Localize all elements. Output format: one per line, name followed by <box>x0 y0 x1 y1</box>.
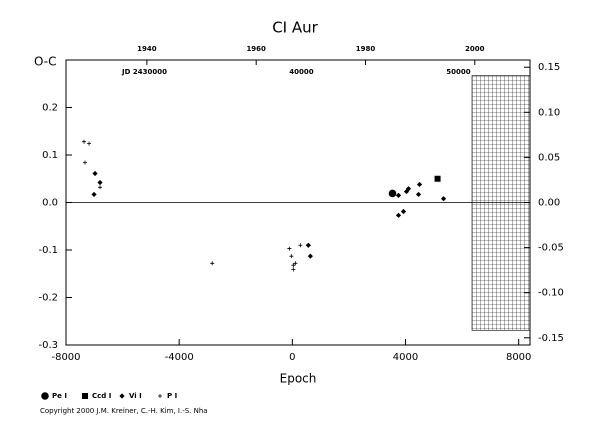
point <box>434 175 441 182</box>
point <box>289 254 294 259</box>
legend-label: P I <box>167 392 177 400</box>
y2-tick-label: 0.00 <box>538 198 560 209</box>
point <box>210 261 215 266</box>
point <box>415 191 422 198</box>
x2-tick-label: 1980 <box>356 45 376 53</box>
point <box>395 192 402 198</box>
legend-marker <box>119 393 125 399</box>
x2-tick-label: 2000 <box>465 45 485 53</box>
point <box>298 243 303 248</box>
x2-tick-label: 1940 <box>137 45 157 53</box>
legend-marker <box>158 394 162 398</box>
x-tick-label: 8000 <box>506 352 531 363</box>
y-tick-label: 0.1 <box>42 150 58 161</box>
y2-tick-label: 0.15 <box>538 62 560 73</box>
point <box>307 253 313 259</box>
hatched-region <box>471 75 531 331</box>
legend-label: Pe I <box>52 392 67 400</box>
x2-tick-label: 1960 <box>246 45 266 53</box>
jd-tick-label: 40000 <box>289 68 313 76</box>
point <box>82 139 87 144</box>
y2-tick-label: -0.05 <box>538 243 564 254</box>
legend-label: Ccd I <box>92 392 111 400</box>
y-tick-label: 0.2 <box>42 103 58 114</box>
legend-marker <box>82 393 88 399</box>
legend-label: Vi I <box>129 392 142 400</box>
point <box>440 196 447 202</box>
point <box>405 186 412 192</box>
jd-tick-label: JD 2430000 <box>121 68 167 76</box>
point <box>97 179 103 186</box>
point <box>287 246 292 251</box>
x-tick-label: -4000 <box>165 352 194 363</box>
point <box>87 141 92 146</box>
point <box>291 267 296 272</box>
x-tick-label: 0 <box>289 352 295 363</box>
point <box>416 181 423 188</box>
y2-tick-label: 0.10 <box>538 107 560 118</box>
footnote: Copyright 2000 J.M. Kreiner, C.-H. Kim, … <box>40 407 208 415</box>
chart-title: CI Aur <box>272 19 318 37</box>
x-axis-label: Epoch <box>280 372 317 386</box>
y-axis-label: O-C <box>34 55 57 69</box>
legend-marker <box>41 392 49 400</box>
point <box>388 189 397 198</box>
y2-tick-label: -0.10 <box>538 288 564 299</box>
point <box>293 261 298 266</box>
y-tick-label: -0.3 <box>38 340 58 351</box>
point <box>400 208 407 215</box>
y2-tick-label: 0.05 <box>538 152 560 163</box>
point <box>92 170 98 177</box>
point <box>291 263 296 268</box>
jd-tick-label: 50000 <box>446 68 470 76</box>
x-tick-label: -8000 <box>51 352 80 363</box>
point <box>91 191 97 198</box>
y-tick-label: -0.2 <box>38 293 58 304</box>
point <box>98 185 103 190</box>
y-tick-label: 0.0 <box>42 198 58 209</box>
x-tick-label: 4000 <box>393 352 418 363</box>
point <box>83 160 88 165</box>
point <box>305 242 311 248</box>
y2-tick-label: -0.15 <box>538 333 564 344</box>
y-tick-label: -0.1 <box>38 245 58 256</box>
point <box>395 212 402 218</box>
